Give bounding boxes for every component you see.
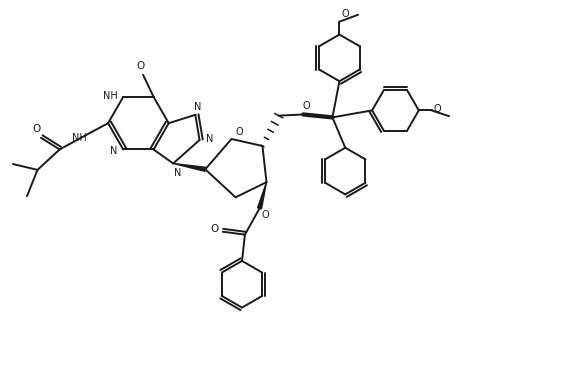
Text: NH: NH: [103, 91, 118, 101]
Text: O: O: [434, 104, 441, 114]
Text: O: O: [302, 101, 310, 111]
Text: O: O: [261, 210, 269, 220]
Polygon shape: [173, 164, 206, 171]
Text: O: O: [137, 61, 145, 71]
Text: O: O: [210, 224, 219, 234]
Text: N: N: [206, 134, 214, 144]
Text: O: O: [236, 127, 244, 137]
Text: O: O: [32, 124, 40, 134]
Text: NH: NH: [71, 133, 86, 143]
Text: O: O: [342, 8, 349, 19]
Text: N: N: [174, 168, 182, 178]
Polygon shape: [257, 182, 267, 209]
Text: N: N: [194, 102, 202, 112]
Text: N: N: [110, 146, 118, 156]
